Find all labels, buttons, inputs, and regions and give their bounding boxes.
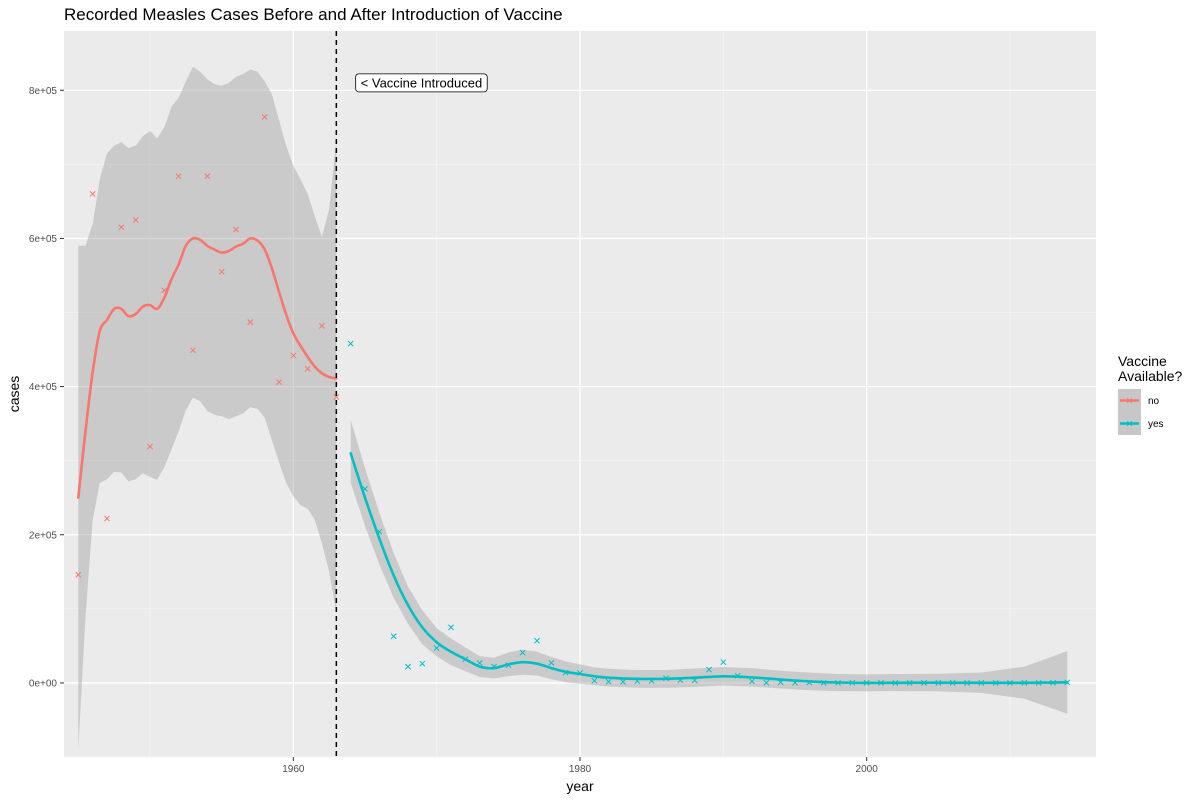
x-tick-label: 1980: [569, 764, 592, 775]
legend-label-no: no: [1148, 396, 1160, 407]
x-tick-label: 1960: [282, 764, 305, 775]
data-point-no: [233, 226, 239, 233]
data-point-no: [261, 113, 268, 120]
smooth-line-no: [77, 236, 338, 499]
y-axis: 0e+00 2e+05 4e+05 6e+05 8e+05: [29, 86, 64, 689]
data-point-no: [304, 365, 311, 372]
data-point-no: [276, 379, 282, 386]
data-point-yes: [448, 624, 454, 631]
annotation-label: < Vaccine Introduced: [361, 75, 483, 90]
confidence-ribbon-no: [78, 66, 337, 750]
chart-title: Recorded Measles Cases Before and After …: [64, 5, 563, 24]
vaccine-annotation: < Vaccine Introduced: [355, 73, 488, 93]
data-point-yes: [720, 659, 727, 666]
data-point-yes: [763, 679, 770, 686]
data-point-yes: [548, 659, 555, 666]
data-point-no: [333, 394, 340, 400]
y-tick-label: 6e+05: [29, 234, 58, 245]
data-point-no: [247, 319, 254, 326]
legend-label-yes: yes: [1148, 419, 1164, 430]
data-point-no: [290, 352, 297, 359]
data-point-yes: [591, 677, 598, 684]
data-point-yes: [405, 663, 411, 670]
confidence-ribbon-yes: [350, 419, 1068, 714]
data-point-yes: [605, 678, 612, 685]
smooth-line-yes: [349, 452, 1069, 685]
data-point-yes: [347, 340, 354, 347]
data-point-no: [204, 173, 211, 180]
data-point-yes: [390, 633, 397, 640]
ribbons: [78, 66, 1068, 750]
data-point-no: [319, 322, 325, 329]
data-point-no: [75, 571, 82, 578]
x-axis: 1960 1980 2000: [282, 757, 878, 775]
y-tick-label: 8e+05: [29, 86, 58, 97]
annotation-box: [355, 73, 488, 93]
legend-title-line-2: Available?: [1118, 368, 1183, 384]
y-tick-label: 0e+00: [29, 678, 58, 689]
data-point-no: [147, 443, 153, 450]
smooth-lines: [77, 236, 1069, 685]
data-point-no: [118, 224, 125, 231]
data-point-yes: [519, 649, 526, 656]
data-point-yes: [706, 666, 712, 673]
legend: Vaccine Available? no yes: [1118, 353, 1183, 435]
grid-major: [64, 31, 1096, 757]
x-axis-title: year: [566, 778, 594, 794]
legend-marker-yes: [1126, 420, 1133, 427]
legend-marker-no: [1126, 397, 1133, 404]
y-tick-label: 4e+05: [29, 382, 58, 393]
data-point-yes: [419, 660, 426, 667]
data-point-yes: [433, 645, 440, 652]
x-tick-label: 2000: [856, 764, 879, 775]
data-point-no: [218, 268, 225, 275]
legend-title-line-1: Vaccine: [1118, 353, 1167, 369]
data-point-yes: [534, 637, 540, 644]
legend-keys: [1118, 389, 1141, 435]
data-point-yes: [620, 678, 626, 685]
data-point-no: [104, 515, 110, 522]
data-point-no: [190, 347, 196, 354]
data-point-no: [132, 216, 139, 223]
y-axis-title: cases: [6, 376, 22, 413]
y-tick-label: 2e+05: [29, 530, 58, 541]
data-point-yes: [749, 678, 755, 685]
data-point-no: [89, 191, 96, 197]
data-point-no: [175, 173, 182, 180]
